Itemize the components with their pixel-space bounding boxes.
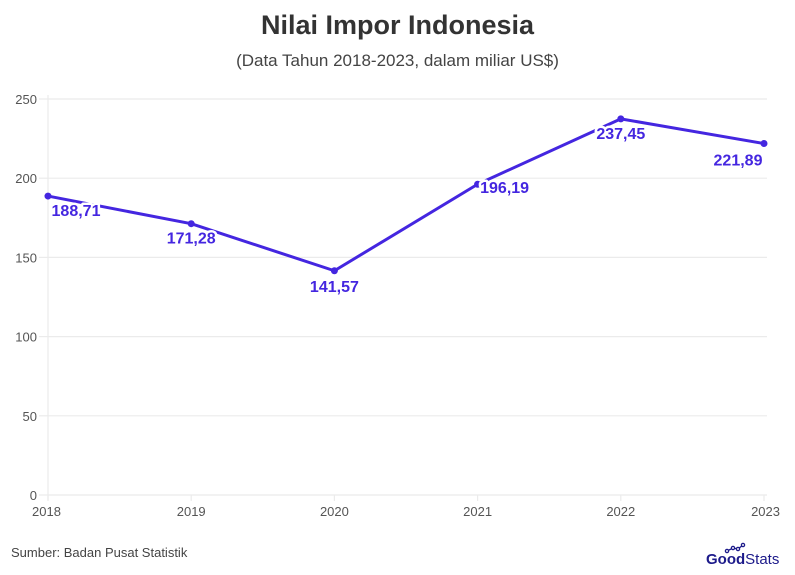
data-series xyxy=(44,115,768,275)
y-tick-label: 150 xyxy=(15,250,37,265)
data-point xyxy=(44,192,52,200)
svg-text:GoodStats: GoodStats xyxy=(706,551,779,568)
data-point xyxy=(760,140,768,148)
y-tick-label: 250 xyxy=(15,92,37,107)
y-tick-label: 50 xyxy=(23,409,37,424)
y-tick-label: 0 xyxy=(30,488,37,503)
svg-text:141,57: 141,57 xyxy=(310,279,359,296)
data-point xyxy=(330,267,338,275)
gridlines xyxy=(39,95,767,501)
logo-text-stats: Stats xyxy=(745,551,779,568)
x-tick-label: 2018 xyxy=(32,504,61,519)
chart-subtitle: (Data Tahun 2018-2023, dalam miliar US$) xyxy=(236,51,559,70)
x-axis-ticks: 2018 2019 2020 2021 2022 2023 xyxy=(32,504,780,519)
data-label: 188,71 xyxy=(52,203,101,220)
logo-text-good: Good xyxy=(706,551,745,568)
y-tick-label: 100 xyxy=(15,330,37,345)
series-line xyxy=(47,117,765,273)
data-label: 237,45 xyxy=(596,126,645,143)
x-tick-label: 2019 xyxy=(177,504,206,519)
svg-text:188,71: 188,71 xyxy=(52,203,101,220)
goodstats-logo: GoodStats xyxy=(706,542,779,568)
x-tick-label: 2021 xyxy=(463,504,492,519)
chart-title: Nilai Impor Indonesia xyxy=(260,10,535,40)
data-point xyxy=(474,180,482,188)
svg-text:221,89: 221,89 xyxy=(714,153,763,170)
trend-icon xyxy=(724,542,746,554)
data-point xyxy=(617,115,625,123)
data-point xyxy=(187,220,195,228)
data-label: 221,89 xyxy=(714,153,763,170)
svg-text:196,19: 196,19 xyxy=(480,180,529,197)
data-label: 171,28 xyxy=(167,231,216,248)
data-label: 196,19 xyxy=(480,180,529,197)
data-label: 141,57 xyxy=(310,279,359,296)
y-axis-ticks: 0 50 100 150 200 250 xyxy=(15,92,37,503)
svg-text:171,28: 171,28 xyxy=(167,231,216,248)
x-tick-label: 2023 xyxy=(751,504,780,519)
data-labels: 188,71188,71171,28171,28141,57141,57196,… xyxy=(49,123,765,298)
y-tick-label: 200 xyxy=(15,171,37,186)
source-note: Sumber: Badan Pusat Statistik xyxy=(11,545,188,560)
svg-text:237,45: 237,45 xyxy=(596,126,645,143)
x-tick-label: 2020 xyxy=(320,504,349,519)
x-tick-label: 2022 xyxy=(606,504,635,519)
